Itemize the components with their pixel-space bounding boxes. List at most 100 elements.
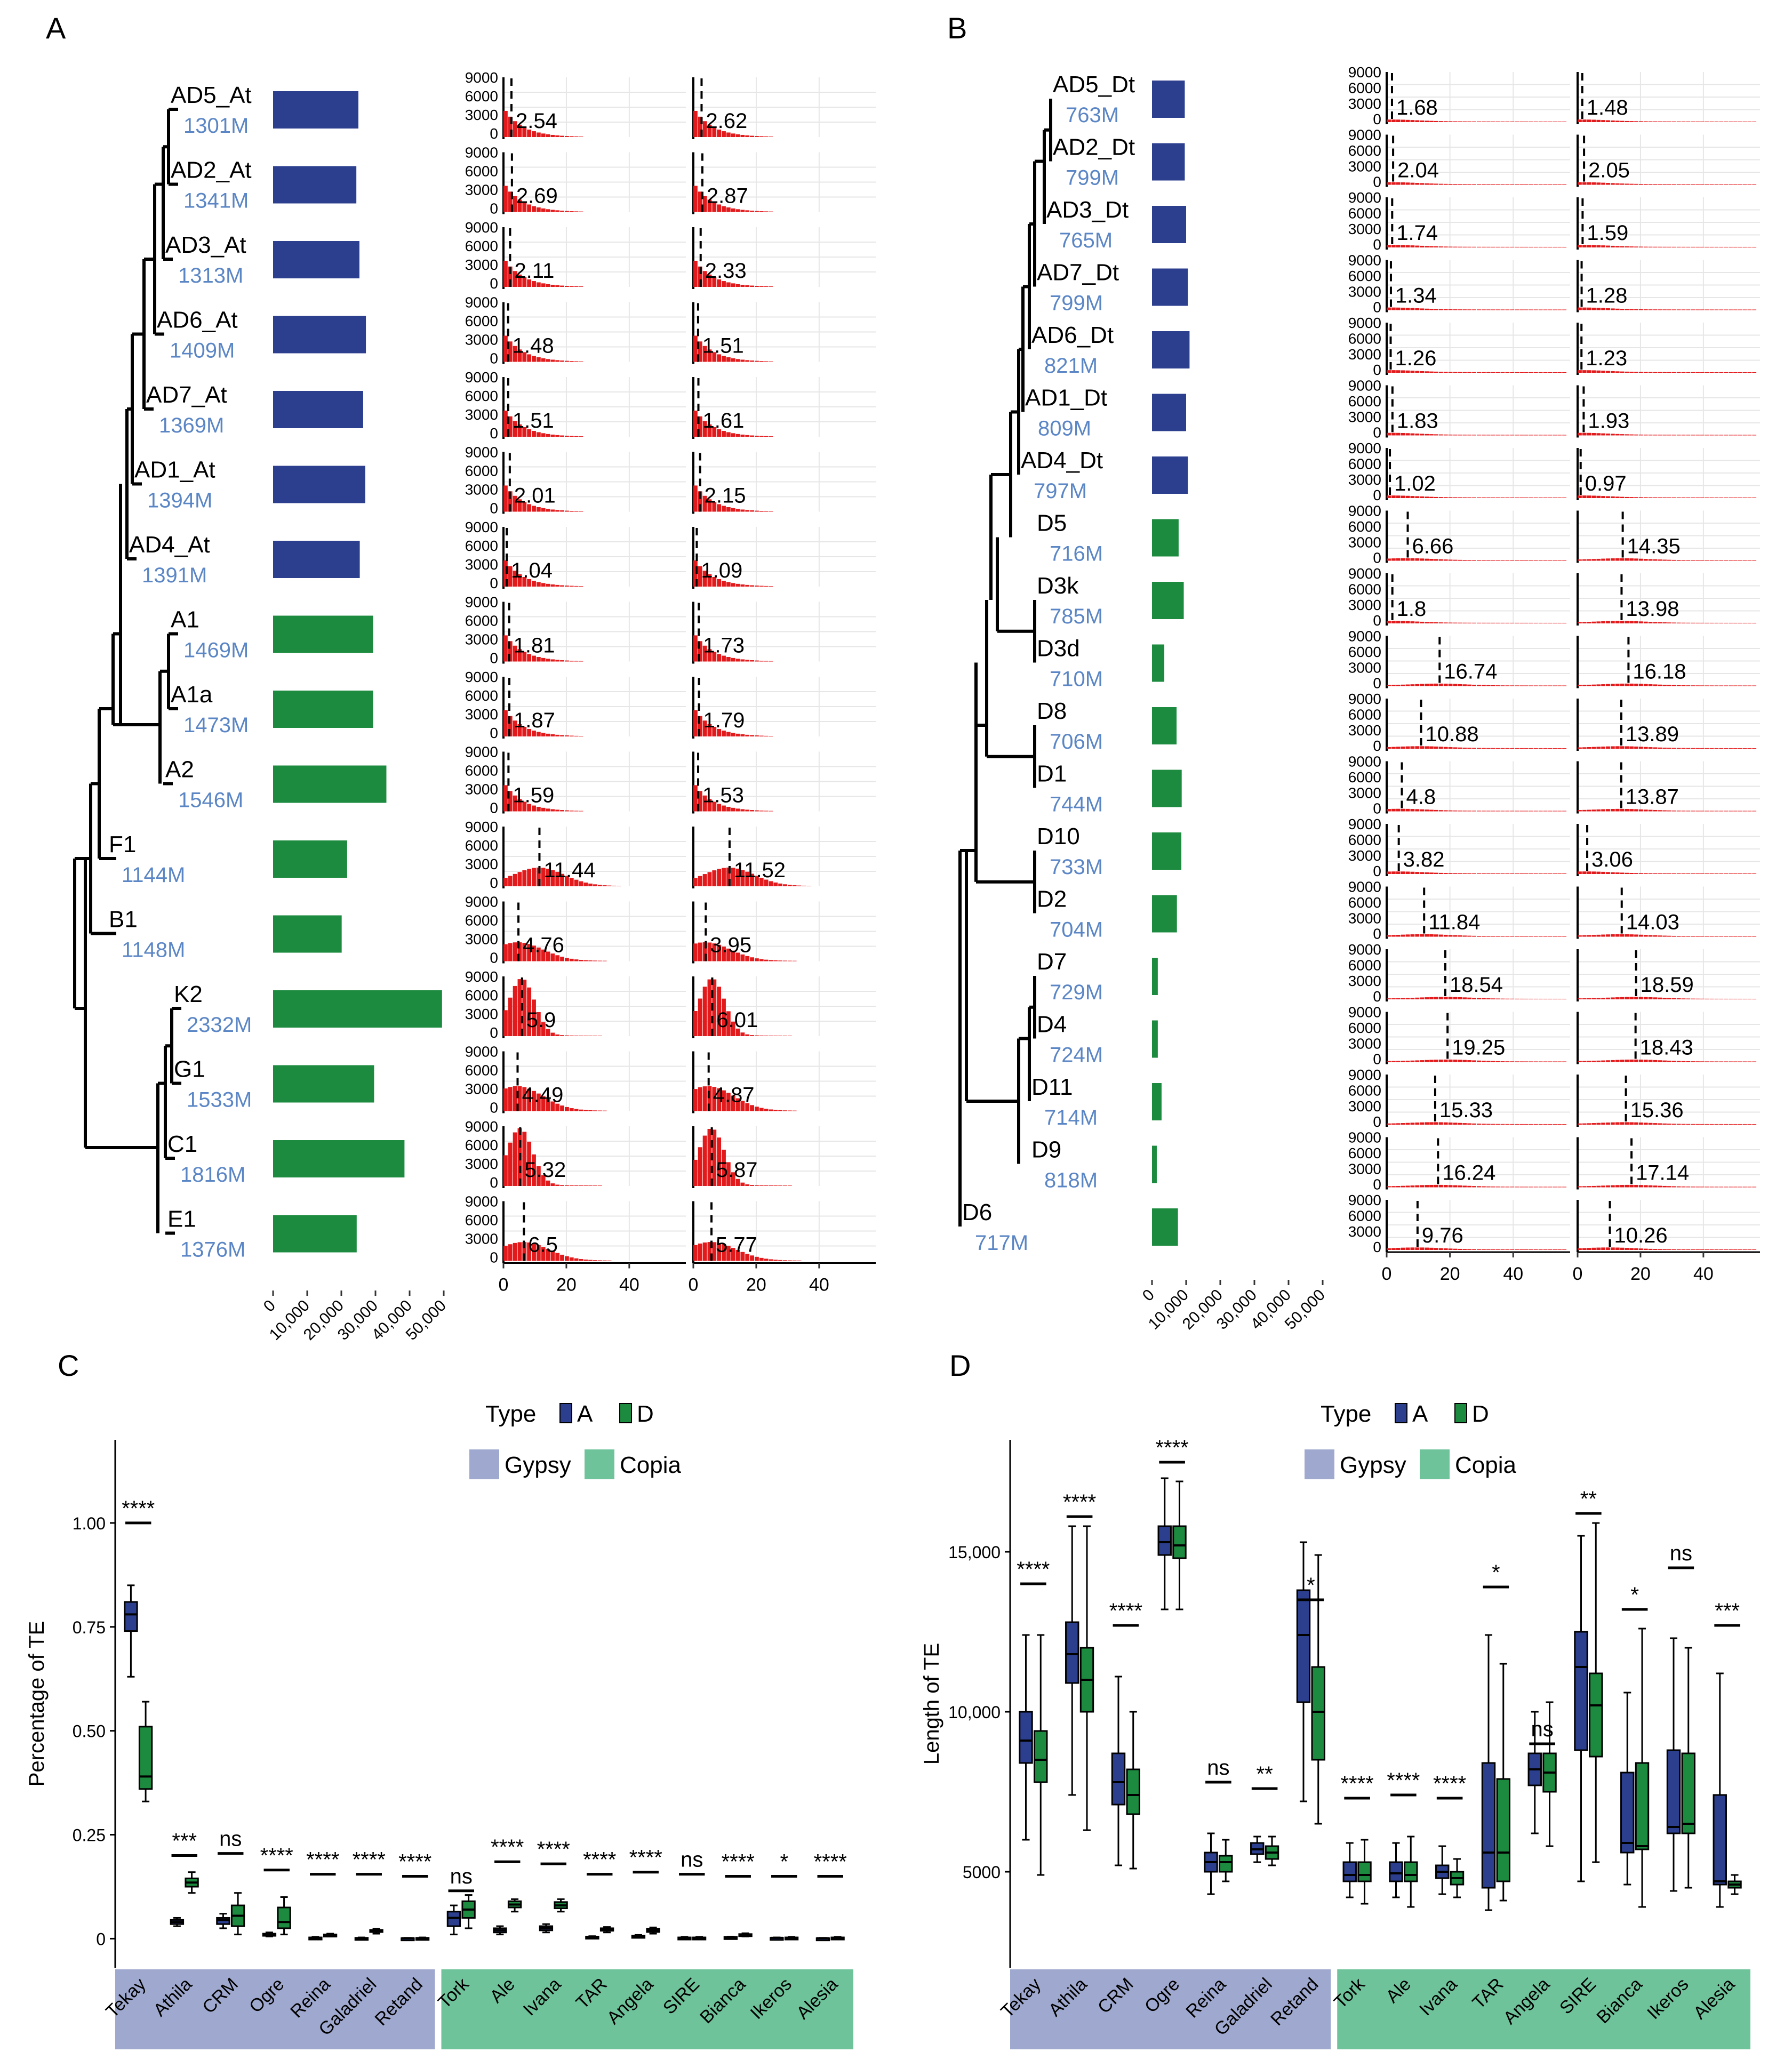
hist-bar <box>517 799 522 812</box>
hist-bar <box>1676 1061 1681 1062</box>
y-tick-label: 6000 <box>465 613 498 629</box>
hist-bar <box>745 871 750 886</box>
hist-bar <box>764 436 769 437</box>
hist-bar <box>1477 1060 1481 1062</box>
genome-size-label: 765M <box>1059 229 1113 252</box>
hist-bar <box>1453 1123 1458 1125</box>
hist-bar <box>1405 1247 1410 1250</box>
hist-bar <box>702 942 707 961</box>
hist-bar <box>1615 558 1620 561</box>
peak-value-label: 1.59 <box>513 784 554 807</box>
hist-bar <box>698 1243 702 1261</box>
hist-bar <box>731 583 735 587</box>
hist-bar <box>740 809 745 812</box>
genome-size-label: 1533M <box>187 1088 252 1112</box>
hist-bar <box>759 586 764 587</box>
hist-bar <box>1625 434 1629 436</box>
hist-bar <box>1729 372 1733 373</box>
hist-bar <box>1742 748 1747 749</box>
hist-bar <box>1562 1124 1567 1125</box>
hist-bar <box>1610 245 1615 247</box>
hist-bar <box>1705 1061 1709 1062</box>
taxon-name: D3d <box>1037 636 1080 662</box>
legend-label-gypsy: Gypsy <box>1340 1452 1406 1478</box>
genome-size-label: 1469M <box>183 639 249 662</box>
hist-bar <box>1578 1061 1582 1062</box>
hist-bar <box>1458 997 1462 999</box>
hist-bar <box>1643 1248 1648 1250</box>
hist-bar <box>1601 934 1606 937</box>
hist-bar <box>731 868 735 886</box>
hist-bar <box>702 346 707 362</box>
hist-bar <box>1658 935 1662 937</box>
hist-bar <box>693 560 698 587</box>
hist-bar <box>1429 622 1434 623</box>
hist-bar <box>1495 998 1500 999</box>
hist-bar <box>1714 873 1719 874</box>
hist-bar <box>1742 1061 1747 1062</box>
hist-bar <box>1425 684 1429 686</box>
hist-bar <box>555 135 560 137</box>
genome-size-label: 724M <box>1050 1044 1103 1067</box>
hist-bar <box>769 286 773 287</box>
hist-bar <box>1425 1060 1429 1062</box>
hist-bar <box>1538 748 1543 749</box>
hist-bar <box>1443 559 1448 561</box>
hist-bar <box>1653 184 1658 185</box>
hist-bar <box>527 987 532 1036</box>
hist-bar <box>702 720 707 736</box>
hist-bar <box>712 726 717 736</box>
hist-bar <box>773 1260 778 1261</box>
peak-value-label: 1.04 <box>511 559 553 582</box>
hist-bar <box>1524 685 1529 686</box>
hist-bar <box>1606 558 1610 561</box>
hist-bar <box>1405 1185 1410 1188</box>
hist-bar <box>1582 245 1587 247</box>
hist-bar <box>1396 307 1401 310</box>
hist-bar <box>722 581 726 587</box>
hist-bar <box>726 656 731 662</box>
hist-bar <box>1486 1249 1491 1250</box>
hist-bar <box>513 1086 517 1111</box>
box-type-d <box>1681 1752 1695 1834</box>
hist-bar <box>1587 1061 1591 1062</box>
box-type-d <box>1034 1730 1048 1783</box>
hist-bar <box>1543 309 1548 310</box>
hist-bar <box>750 435 754 437</box>
hist-bar <box>722 1090 726 1111</box>
hist-bar <box>740 954 745 961</box>
hist-bar <box>536 947 541 961</box>
hist-bar <box>1648 184 1653 185</box>
hist-bar <box>503 878 508 886</box>
taxon-name: AD7_At <box>146 382 227 408</box>
hist-bar <box>1519 184 1524 185</box>
hist-bar <box>1415 934 1420 937</box>
hist-bar <box>1582 1248 1587 1250</box>
hist-bar <box>740 584 745 587</box>
hist-bar <box>1601 558 1606 561</box>
hist-bar <box>1582 370 1587 373</box>
hist-bar <box>1610 120 1615 122</box>
hist-bar <box>1601 1123 1606 1125</box>
hist-bar <box>1425 558 1429 561</box>
hist-bar <box>1548 873 1553 874</box>
hist-bar <box>1653 309 1658 310</box>
hist-bar <box>1643 684 1648 686</box>
x-tick-label: 20 <box>1630 1264 1651 1284</box>
hist-bar <box>1625 621 1629 623</box>
hist-bar <box>769 881 773 886</box>
hist-bar <box>1434 434 1438 436</box>
hist-bar <box>1662 748 1667 749</box>
hist-bar <box>1557 748 1562 749</box>
hist-bar <box>546 284 550 287</box>
hist-bar <box>1596 621 1601 623</box>
y-tick-label: 6000 <box>1348 706 1381 723</box>
hist-bar <box>745 1254 750 1261</box>
hist-bar <box>1591 1247 1596 1250</box>
hist-bar <box>593 1260 597 1261</box>
hist-bar <box>1529 309 1533 310</box>
significance-label: **** <box>398 1850 431 1874</box>
hist-bar <box>1620 683 1625 686</box>
hist-bar <box>1695 685 1700 686</box>
